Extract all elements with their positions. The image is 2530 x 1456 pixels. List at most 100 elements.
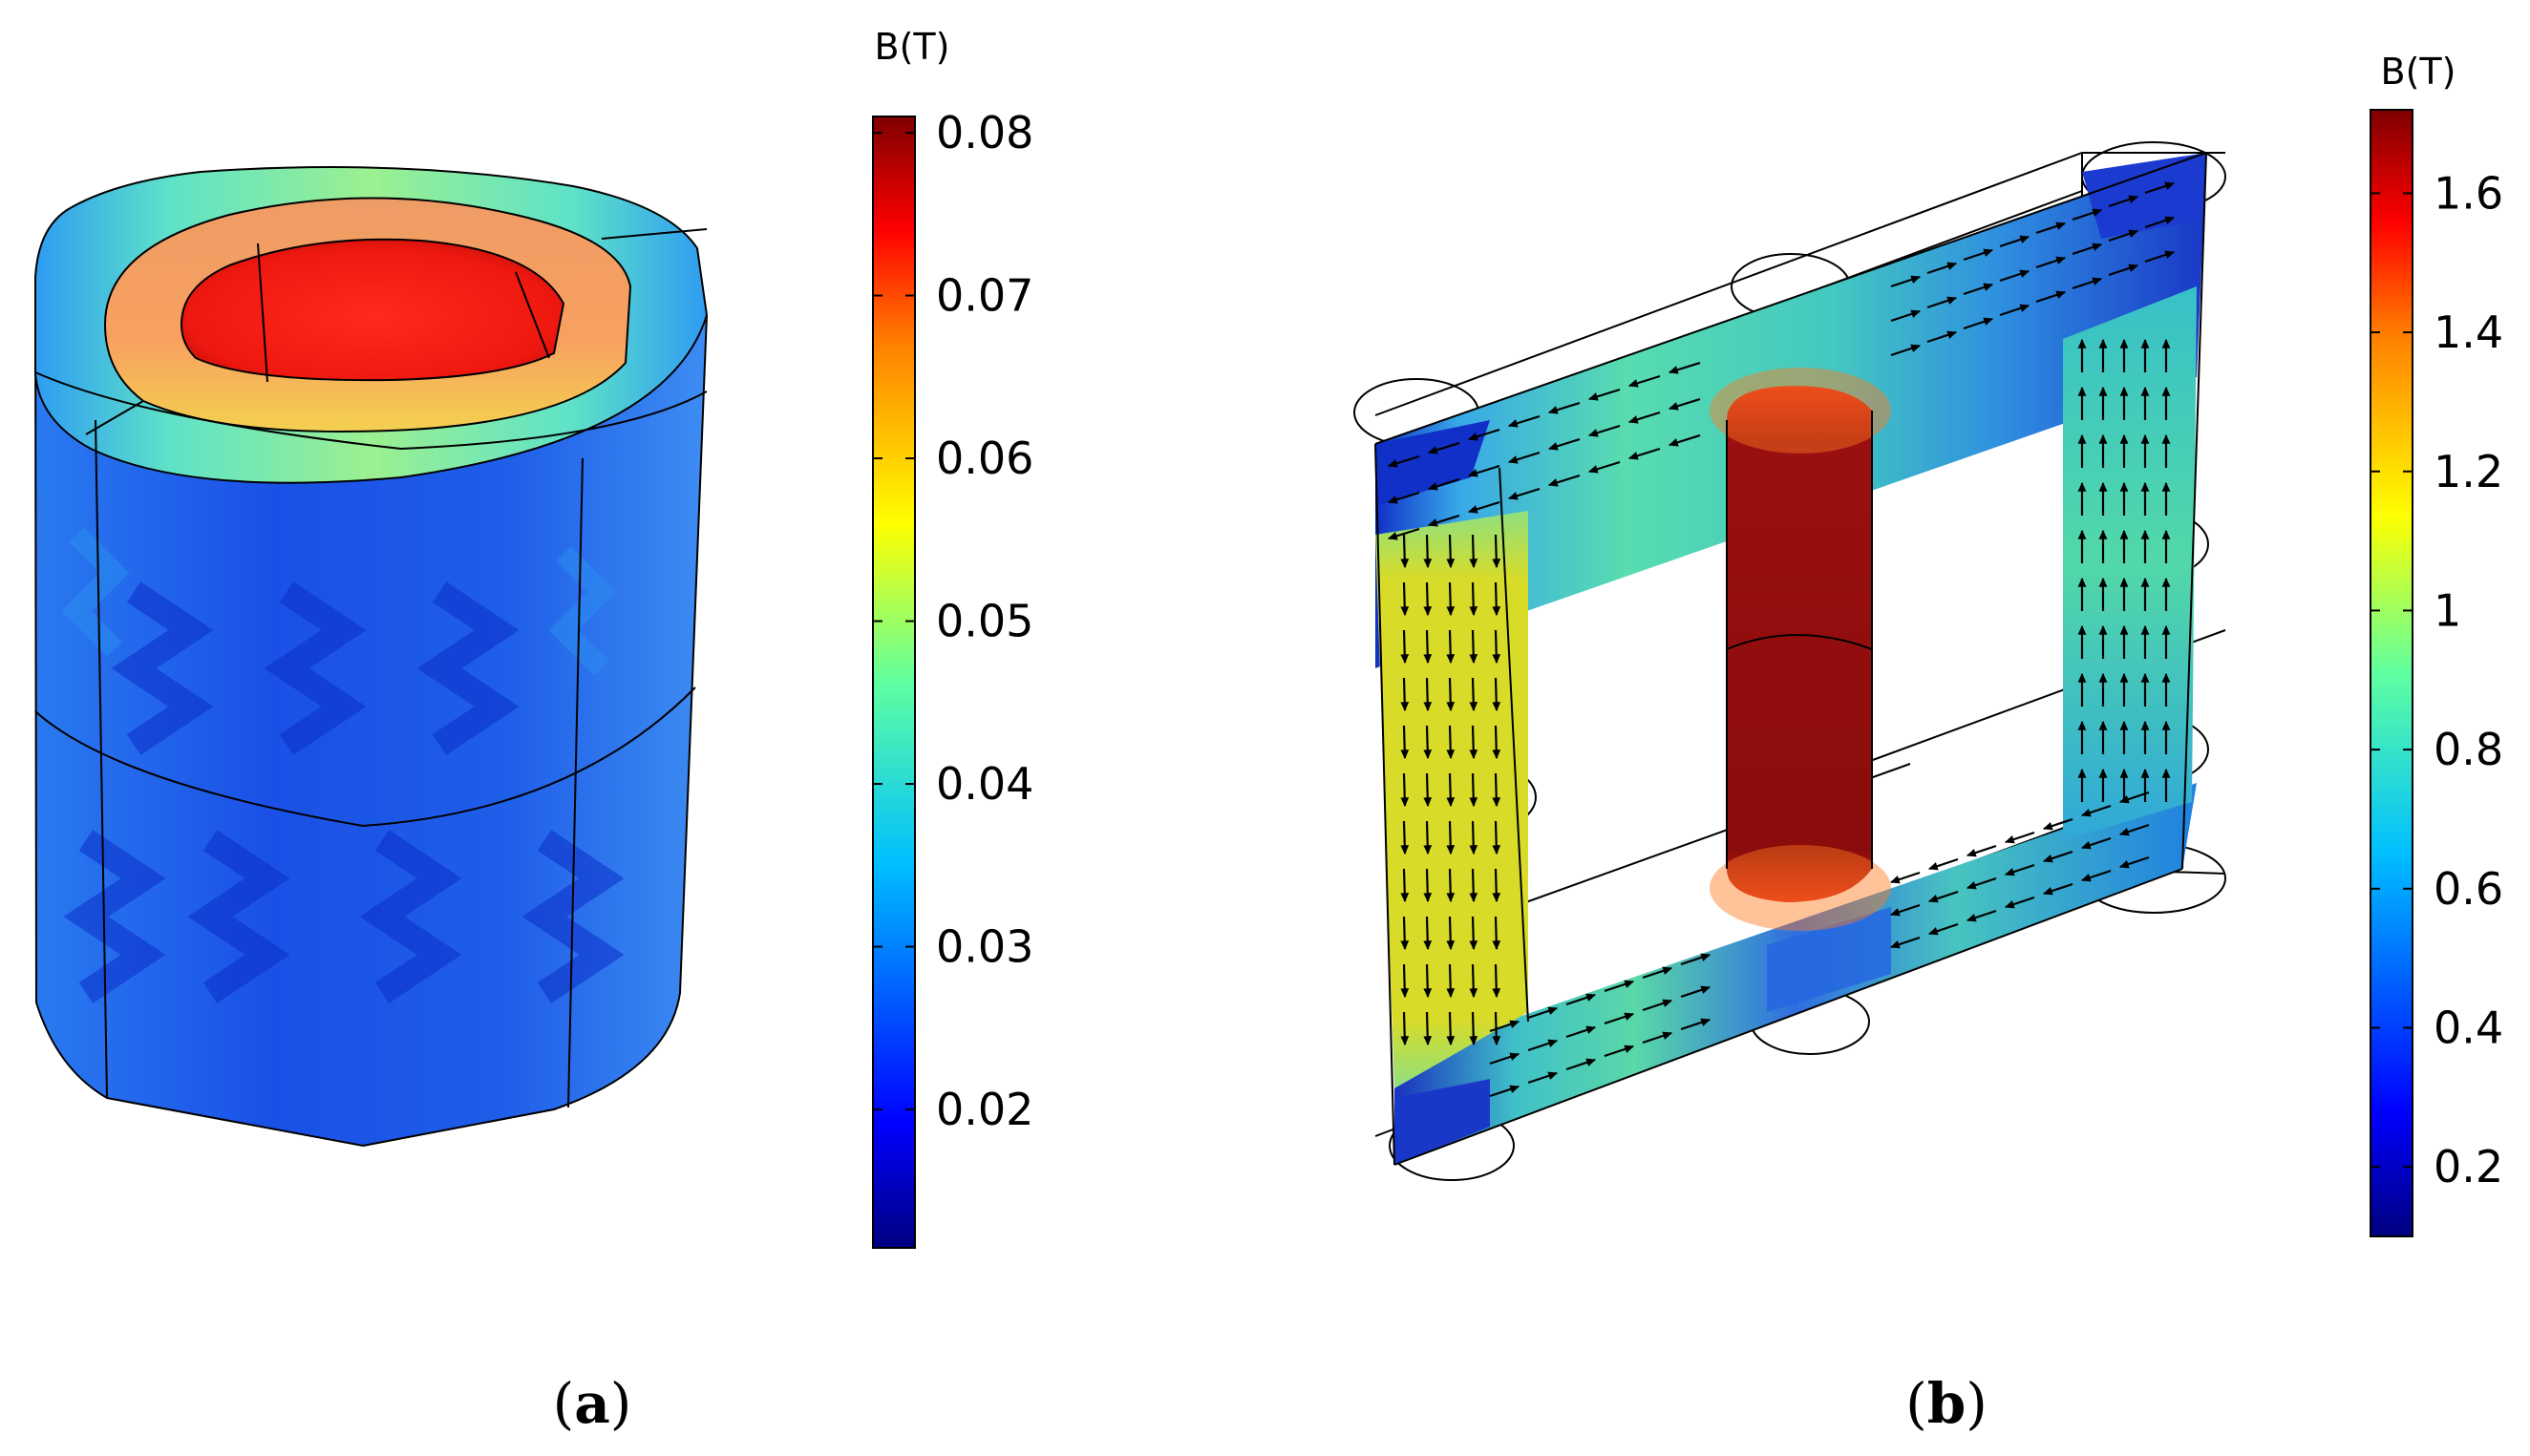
flux-arrow xyxy=(1423,868,1433,903)
flux-arrow xyxy=(1400,725,1410,760)
core-corner-top-left xyxy=(1375,420,1490,506)
flux-arrow xyxy=(1427,514,1460,527)
core-left-limb xyxy=(1375,511,1528,1088)
flux-arrow xyxy=(1587,424,1621,437)
caption-a-letter: a xyxy=(574,1371,610,1436)
flux-arrow xyxy=(1423,963,1433,999)
flux-arrow xyxy=(1604,1012,1635,1025)
flux-arrow xyxy=(1446,629,1456,665)
flux-arrow xyxy=(1400,963,1410,999)
flux-arrow xyxy=(1565,1025,1597,1039)
flux-arrow xyxy=(1547,437,1581,451)
flux-arrow xyxy=(1446,1011,1456,1046)
flux-arrow xyxy=(2072,277,2103,290)
flux-arrow xyxy=(1890,344,1922,357)
flux-arrow xyxy=(1668,397,1701,411)
flux-arrow xyxy=(1927,890,1959,903)
flux-arrows xyxy=(1387,181,2176,1098)
flux-arrow xyxy=(1507,451,1541,464)
core-center-limb xyxy=(1727,386,1872,902)
flux-arrow xyxy=(1469,629,1478,665)
flux-arrow xyxy=(1889,903,1921,917)
svg-text:(a): (a) xyxy=(553,1371,632,1436)
core-center-limb-top-glow xyxy=(1710,368,1891,454)
colorbar-tick-label: 0.2 xyxy=(2434,1141,2503,1192)
caption-b-letter: b xyxy=(1927,1371,1967,1436)
flux-arrow xyxy=(1400,534,1410,569)
flux-arrow xyxy=(2042,850,2073,863)
core-corner-bottom-left xyxy=(1394,1079,1490,1165)
flux-arrow xyxy=(1467,500,1500,514)
flux-arrow xyxy=(1890,275,1922,288)
flux-arrow xyxy=(1446,725,1456,760)
flux-arrow xyxy=(1423,916,1433,951)
flux-arrow xyxy=(1492,581,1501,617)
flux-arrow xyxy=(1387,454,1420,468)
flux-arrow xyxy=(1492,534,1501,569)
flux-arrow xyxy=(1492,820,1501,855)
panel-b xyxy=(1353,141,2226,1181)
colorbar-b-ticks: 1.6 1.4 1.2 1 0.8 0.6 0.4 0.2 xyxy=(2371,167,2503,1192)
flux-arrow xyxy=(2072,208,2103,222)
flux-arrow xyxy=(1427,477,1460,491)
flux-arrow xyxy=(1400,1011,1410,1046)
colorbar-tick-label: 0.08 xyxy=(936,107,1033,158)
flux-arrow xyxy=(1469,534,1478,569)
flux-arrow xyxy=(1469,1011,1478,1046)
flux-arrow xyxy=(1446,963,1456,999)
flux-arrow xyxy=(1642,1031,1673,1045)
cylinder-surface-texture xyxy=(61,527,625,1003)
flux-arrow xyxy=(1489,1020,1520,1033)
flux-arrow xyxy=(1926,296,1958,309)
flux-arrow xyxy=(1423,581,1433,617)
flux-arrow xyxy=(1400,820,1410,855)
flux-arrow xyxy=(1400,581,1410,617)
flux-arrow xyxy=(1400,916,1410,951)
flux-arrow xyxy=(1492,868,1501,903)
flux-arrow xyxy=(1492,916,1501,951)
flux-arrow xyxy=(1547,401,1581,414)
flux-arrow xyxy=(1627,411,1661,424)
flux-arrow xyxy=(1642,966,1673,980)
flux-arrow xyxy=(1446,772,1456,808)
colorbar-tick-label: 0.8 xyxy=(2434,724,2503,775)
colorbar-b-title: B(T) xyxy=(2381,51,2456,93)
caption-b: (b) xyxy=(1905,1371,1988,1436)
colorbar-tick-label: 0.4 xyxy=(2434,1002,2503,1053)
flux-arrow xyxy=(1469,916,1478,951)
flux-arrow xyxy=(1565,993,1597,1006)
flux-arrow xyxy=(2118,855,2150,869)
flux-arrow xyxy=(2080,869,2112,882)
flux-arrow xyxy=(1999,269,2030,283)
colorbar-b: B(T) 1.6 1.4 1.2 1 0.8 0.6 0.4 0.2 xyxy=(2370,51,2503,1237)
flux-arrow xyxy=(1527,1071,1559,1085)
flux-arrow xyxy=(2004,831,2035,844)
flux-arrow xyxy=(1889,936,1921,949)
flux-arrow xyxy=(1627,374,1661,388)
flux-arrow xyxy=(2035,222,2067,235)
colorbar-a-title: B(T) xyxy=(875,26,950,68)
flux-arrow xyxy=(1467,464,1500,477)
flux-arrow xyxy=(1966,876,1997,890)
cylinder-outer-surface xyxy=(33,275,709,1148)
svg-text:(b): (b) xyxy=(1905,1371,1988,1436)
flux-arrow xyxy=(2080,804,2112,817)
flux-arrow xyxy=(1966,909,1997,922)
panel-a xyxy=(33,166,709,1148)
flux-arrow xyxy=(2042,882,2073,896)
flux-arrow xyxy=(1387,491,1420,504)
core-front-edges xyxy=(1374,152,2207,1166)
flux-arrow xyxy=(1507,414,1541,428)
colorbar-tick-label: 0.06 xyxy=(936,433,1033,484)
flux-arrow xyxy=(1423,677,1433,712)
flux-arrow xyxy=(1527,1039,1559,1052)
flux-arrow xyxy=(2035,256,2067,269)
flux-arrow xyxy=(1446,916,1456,951)
flux-arrow xyxy=(1890,309,1922,323)
flux-arrow xyxy=(2004,863,2035,876)
flux-arrow xyxy=(2108,195,2139,208)
flux-arrow xyxy=(1999,304,2030,317)
flux-arrow xyxy=(1668,433,1701,447)
core-bottom-center-dip xyxy=(1767,907,1891,1012)
flux-arrow xyxy=(1680,953,1711,966)
